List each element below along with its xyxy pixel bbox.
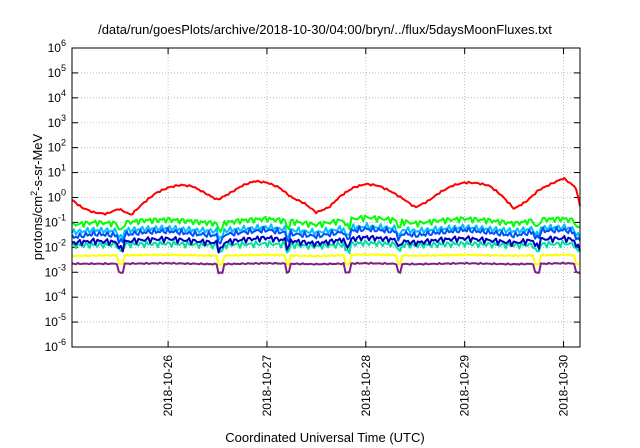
y-tick-exp: 4 [61,88,66,98]
y-tick-exp: 0 [61,188,66,198]
y-tick-label: 104 [48,88,66,105]
series-line [71,214,581,233]
y-tick-base: 10 [48,91,62,105]
x-axis-title: Coordinated Universal Time (UTC) [225,430,424,445]
y-tick-label: 10-4 [45,287,66,304]
series-line [71,252,581,266]
y-tick-base: 10 [48,141,62,155]
y-tick-label: 10-3 [45,262,66,279]
y-tick-base: 10 [48,41,62,55]
y-tick-exp: 6 [61,38,66,48]
y-tick-label: 10-5 [45,312,66,329]
y-tick-exp: -1 [58,212,66,222]
series-line [71,225,581,245]
y-tick-exp: -6 [58,337,66,347]
y-tick-base: 10 [45,290,59,304]
y-tick-base: 10 [45,240,59,254]
y-axis-ticks: 10-610-510-410-310-210-11001011021031041… [45,38,580,354]
y-tick-label: 101 [48,163,66,180]
y-tick-exp: -5 [58,312,66,322]
y-tick-label: 103 [48,113,66,130]
y-axis-title-sup: 2 [29,191,39,196]
plot-frame [71,47,581,348]
y-tick-base: 10 [45,315,59,329]
y-tick-exp: 3 [61,113,66,123]
y-tick-base: 10 [48,166,62,180]
y-tick-base: 10 [45,215,59,229]
y-tick-label: 105 [48,63,66,80]
y-tick-label: 106 [48,38,66,55]
y-tick-label: 102 [48,138,66,155]
y-tick-base: 10 [48,66,62,80]
series-line [71,234,581,254]
y-tick-base: 10 [45,265,59,279]
grid-lines [72,48,580,347]
y-tick-exp: -2 [58,237,66,247]
y-tick-base: 10 [48,191,62,205]
y-axis-title: protons/cm2-s-sr-MeV [29,133,45,260]
series-line [71,239,581,255]
y-tick-label: 10-1 [45,212,66,229]
x-tick-label: 2018-10-29 [458,355,472,417]
y-axis-title-prefix: protons/cm [30,196,45,260]
series-line [71,261,581,275]
y-tick-exp: 5 [61,63,66,73]
y-tick-base: 10 [45,340,59,354]
y-tick-label: 100 [48,188,66,205]
y-tick-exp: -4 [58,287,66,297]
series-line [71,177,581,216]
y-tick-exp: 1 [61,163,66,173]
x-tick-label: 2018-10-27 [260,355,274,417]
y-axis-title-suffix: -s-sr-MeV [30,133,45,190]
y-tick-exp: 2 [61,138,66,148]
y-tick-base: 10 [48,116,62,130]
y-tick-exp: -3 [58,262,66,272]
series-group [71,177,581,275]
x-tick-label: 2018-10-28 [359,355,373,417]
chart-title: /data/run/goesPlots/archive/2018-10-30/0… [98,22,552,37]
series-line [71,222,581,241]
x-axis-ticks: 2018-10-26 2018-10-27 2018-10-28 2018-10-29… [161,48,571,417]
y-tick-label: 10-2 [45,237,66,254]
x-tick-label: 2018-10-30 [557,355,571,417]
y-tick-label: 10-6 [45,337,66,354]
x-tick-label: 2018-10-26 [161,355,175,417]
